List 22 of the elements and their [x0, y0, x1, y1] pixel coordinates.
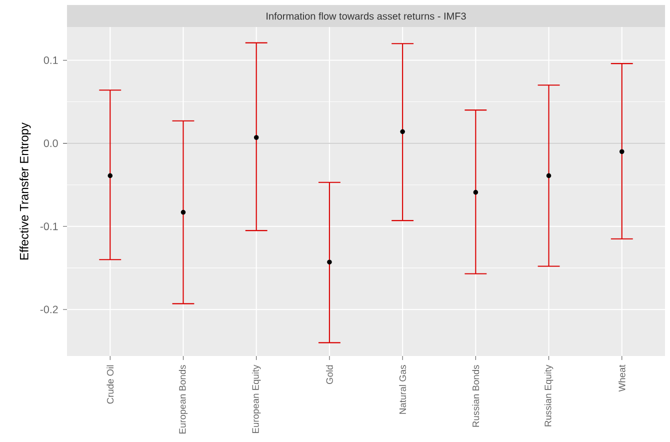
point	[254, 135, 259, 140]
point	[327, 260, 332, 265]
point	[473, 190, 478, 195]
point	[619, 149, 624, 154]
x-tick-label: European Equity	[252, 364, 261, 433]
y-axis-title: Effective Transfer Entropy	[20, 122, 31, 260]
x-tick-label: Russian Bonds	[472, 365, 480, 427]
point	[546, 173, 552, 178]
y-tick-label: 0.0	[44, 140, 58, 148]
x-tick-label: Wheat	[618, 364, 626, 392]
x-tick-label: Russian Equity	[544, 364, 554, 426]
y-tick-label: -0.2	[40, 306, 58, 314]
y-tick-label: -0.1	[40, 222, 58, 230]
x-tick-label: Natural Gas	[399, 365, 406, 414]
x-tick-label: European Bonds	[178, 365, 188, 434]
x-tick-label: Crude Oil	[106, 365, 114, 404]
point	[180, 210, 186, 215]
point	[108, 173, 113, 178]
y-tick-label: 0.1	[44, 56, 58, 64]
x-tick-label: Gold	[326, 365, 333, 384]
point	[400, 129, 405, 134]
chart-title: Information flow towards asset returns - IMF3	[266, 12, 466, 20]
